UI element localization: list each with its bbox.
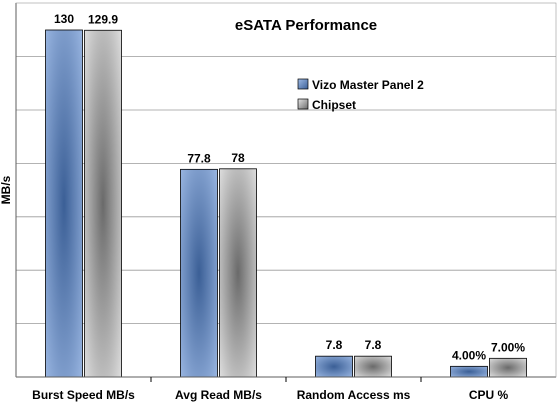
- bar: [354, 355, 392, 378]
- legend-swatch-vizo: [297, 78, 309, 90]
- legend-label-chipset: Chipset: [312, 98, 356, 112]
- x-tick-label: Random Access ms: [297, 388, 411, 402]
- legend-label-vizo: Vizo Master Panel 2: [312, 78, 424, 92]
- x-tick-label: Avg Read MB/s: [175, 388, 262, 402]
- x-tick-label: CPU %: [469, 388, 509, 402]
- bar: [84, 29, 122, 378]
- legend-swatch-chipset: [297, 98, 309, 110]
- bar: [315, 355, 353, 378]
- bar: [219, 168, 257, 378]
- bar: [45, 29, 83, 378]
- bar-value-label: 7.8: [326, 338, 343, 352]
- bar: [180, 168, 218, 378]
- bar-value-label: 77.8: [187, 151, 211, 165]
- bar-value-label: 130: [54, 12, 74, 26]
- bar-value-label: 7.8: [365, 338, 382, 352]
- bar-value-label: 4.00%: [452, 348, 486, 362]
- bar-value-label: 78: [231, 151, 245, 165]
- x-tick-label: Burst Speed MB/s: [32, 388, 135, 402]
- bar-value-label: 7.00%: [491, 340, 525, 354]
- bar-value-label: 129.9: [88, 12, 118, 26]
- chart-title: eSATA Performance: [235, 17, 377, 34]
- bars: 130 129.9 77.8 78 7.8 7.8 4.00% 7.00%: [45, 12, 527, 378]
- legend: Vizo Master Panel 2 Chipset: [297, 78, 424, 112]
- y-axis-label: MB/s: [0, 175, 13, 204]
- bar: [450, 365, 488, 378]
- axes: Burst Speed MB/s Avg Read MB/s Random Acce…: [15, 2, 557, 402]
- bar: [489, 357, 527, 378]
